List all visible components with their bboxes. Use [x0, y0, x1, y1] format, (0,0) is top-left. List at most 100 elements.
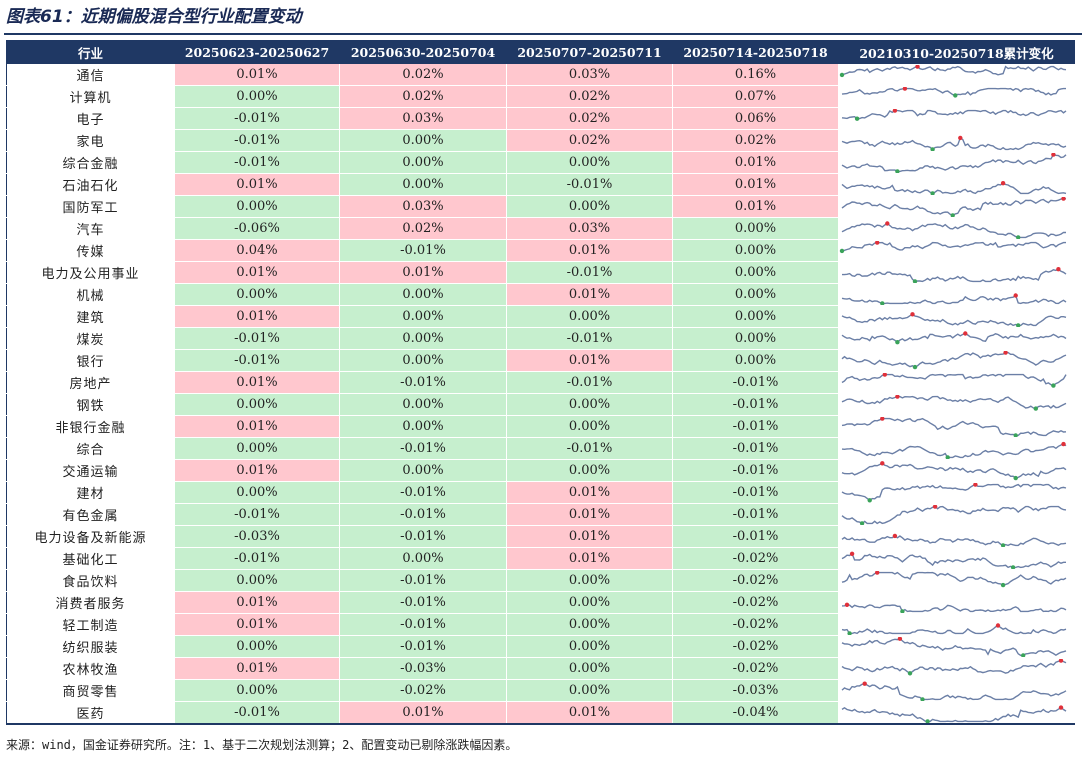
weekly-change-cell: 0.02% [506, 107, 673, 130]
sparkline-max-marker [995, 622, 1001, 628]
weekly-change-cell: -0.01% [339, 569, 507, 592]
weekly-change-cell: -0.01% [672, 525, 839, 548]
weekly-change-cell: 0.00% [506, 679, 673, 702]
sparkline-path [841, 624, 1067, 634]
sparkline-path [841, 571, 1067, 586]
weekly-change-cell: -0.02% [672, 547, 839, 570]
industry-name: 电力及公用事业 [6, 261, 175, 284]
table-row: 房地产 0.01% -0.01% -0.01% -0.01% [6, 371, 1075, 394]
weekly-change-cell: 0.00% [174, 85, 340, 108]
sparkline-icon [839, 240, 1066, 253]
table-row: 基础化工 -0.01% 0.00% 0.01% -0.02% [6, 547, 1075, 570]
weekly-change-cell: 0.00% [506, 459, 673, 482]
sparkline-min-marker [900, 608, 905, 613]
weekly-change-cell: 0.00% [339, 547, 507, 570]
sparkline-icon [841, 504, 1067, 525]
industry-name: 综合 [6, 437, 175, 460]
weekly-change-cell: 0.01% [174, 173, 340, 196]
table-row: 传媒 0.04% -0.01% 0.01% 0.00% [6, 239, 1075, 262]
weekly-change-cell: 0.00% [339, 173, 507, 196]
weekly-change-cell: -0.01% [174, 547, 340, 570]
table-row: 电力及公用事业 0.01% 0.01% -0.01% 0.00% [6, 261, 1075, 284]
weekly-change-cell: 0.00% [672, 327, 839, 350]
sparkline-min-marker [1010, 564, 1016, 569]
table-row: 食品饮料 0.00% -0.01% 0.00% -0.02% [6, 569, 1075, 592]
industry-name: 家电 [6, 129, 175, 152]
sparkline-path [841, 395, 1067, 409]
cumulative-sparkline-cell [838, 437, 1075, 460]
sparkline-min-marker [907, 670, 913, 675]
sparkline-max-marker [897, 636, 903, 641]
sparkline-min-marker [847, 630, 852, 635]
weekly-change-cell: 0.16% [672, 63, 839, 86]
weekly-change-cell: 0.00% [672, 305, 839, 328]
sparkline-path [841, 351, 1067, 368]
weekly-change-cell: -0.01% [339, 481, 507, 504]
weekly-change-cell: -0.02% [672, 613, 839, 636]
weekly-change-cell: 0.00% [174, 679, 340, 702]
cumulative-sparkline-cell [838, 679, 1075, 702]
weekly-change-cell: 0.00% [672, 283, 839, 306]
sparkline-min-marker [930, 146, 935, 151]
industry-name: 国防军工 [6, 195, 175, 218]
table-row: 医药 -0.01% 0.01% 0.01% -0.04% [6, 701, 1075, 725]
cumulative-sparkline-cell [838, 107, 1075, 130]
sparkline-min-marker [912, 364, 918, 369]
table-row: 非银行金融 0.01% 0.00% 0.00% -0.01% [6, 415, 1075, 438]
sparkline-max-marker [892, 108, 898, 113]
sparkline-min-marker [1000, 542, 1006, 547]
cumulative-sparkline-cell [838, 261, 1075, 284]
sparkline-icon [841, 533, 1067, 547]
industry-name: 机械 [6, 283, 175, 306]
weekly-change-cell: -0.03% [174, 525, 340, 548]
sparkline-path [841, 534, 1067, 546]
industry-name: 基础化工 [6, 547, 175, 570]
sparkline-min-marker [839, 72, 845, 77]
sparkline-icon [842, 266, 1067, 283]
weekly-change-cell: -0.01% [174, 701, 340, 725]
sparkline-icon [841, 551, 1066, 569]
weekly-change-cell: 0.00% [506, 415, 673, 438]
industry-name: 建材 [6, 481, 175, 504]
industry-name: 消费者服务 [6, 591, 175, 614]
sparkline-min-marker [839, 248, 845, 253]
sparkline-max-marker [932, 504, 938, 509]
table-row: 综合金融 -0.01% 0.00% 0.00% 0.01% [6, 151, 1075, 174]
weekly-change-cell: -0.03% [339, 657, 507, 680]
header-industry: 行业 [6, 40, 175, 64]
weekly-change-cell: 0.00% [174, 393, 340, 416]
sparkline-path [841, 222, 1067, 238]
table-row: 建筑 0.01% 0.00% 0.00% 0.00% [6, 305, 1075, 328]
sparkline-max-marker [915, 64, 920, 69]
weekly-change-cell: -0.01% [672, 371, 839, 394]
weekly-change-cell: 0.01% [174, 261, 340, 284]
industry-name: 钢铁 [6, 393, 175, 416]
sparkline-path [841, 603, 1067, 612]
cumulative-sparkline-cell [838, 371, 1075, 394]
sparkline-icon [841, 482, 1067, 502]
sparkline-path [841, 153, 1067, 172]
sparkline-min-marker [895, 339, 900, 344]
sparkline-min-marker [1000, 582, 1006, 587]
sparkline-max-marker [862, 681, 867, 686]
table-row: 交通运输 0.01% 0.00% 0.00% -0.01% [6, 459, 1075, 482]
table-row: 石油石化 0.01% 0.00% -0.01% 0.01% [6, 173, 1075, 196]
weekly-change-cell: -0.02% [672, 657, 839, 680]
cumulative-sparkline-cell [838, 613, 1075, 636]
sparkline-path [841, 64, 1067, 76]
weekly-change-cell: 0.00% [174, 437, 340, 460]
header-week-2: 20250630-20250704 [339, 40, 507, 64]
sparkline-icon [841, 460, 1067, 480]
industry-name: 石油石化 [6, 173, 175, 196]
industry-name: 非银行金融 [6, 415, 175, 438]
weekly-change-cell: 0.00% [506, 591, 673, 614]
sparkline-max-marker [973, 482, 978, 487]
sparkline-path [841, 442, 1067, 458]
weekly-change-cell: 0.00% [174, 481, 340, 504]
sparkline-path [841, 417, 1067, 436]
weekly-change-cell: 0.02% [339, 85, 507, 108]
industry-name: 纺织服装 [6, 635, 175, 658]
weekly-change-cell: -0.01% [506, 437, 673, 460]
weekly-change-cell: 0.01% [672, 151, 839, 174]
weekly-change-cell: -0.01% [672, 503, 839, 526]
